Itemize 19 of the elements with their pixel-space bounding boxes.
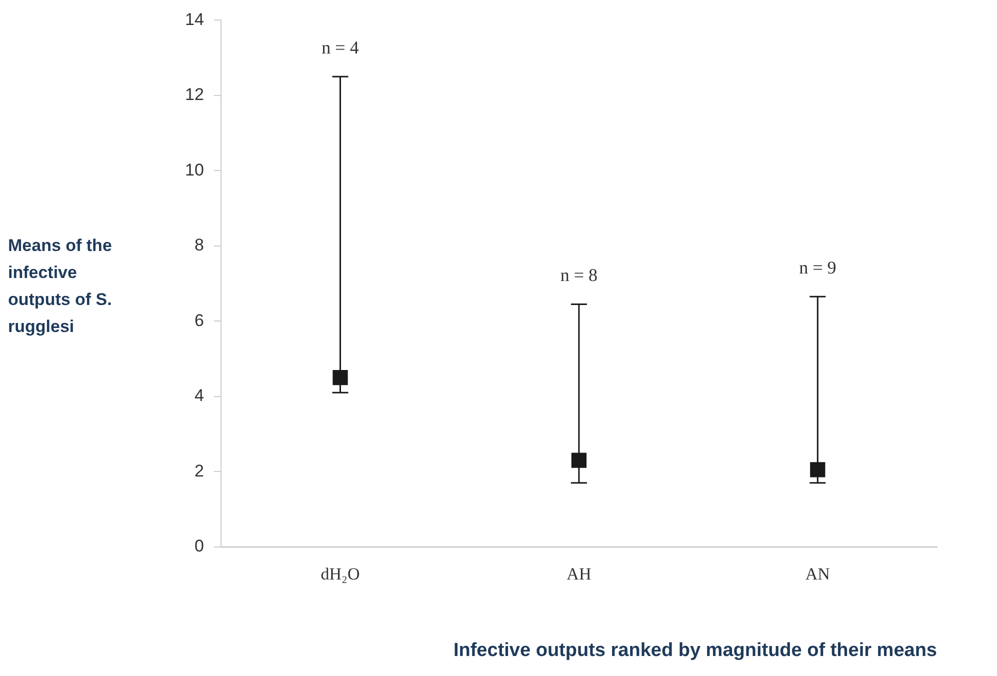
- x-axis-title: Infective outputs ranked by magnitude of their means: [453, 640, 937, 661]
- y-tick-label: 12: [184, 85, 204, 104]
- x-tick-label: AN: [805, 564, 830, 584]
- y-tick-label: 14: [184, 10, 204, 29]
- y-tick-label: 2: [194, 461, 204, 480]
- y-tick-label: 10: [184, 160, 204, 180]
- annotation: n = 9: [799, 257, 836, 278]
- annotation: n = 8: [560, 264, 598, 285]
- x-tick-label: AH: [566, 564, 592, 584]
- point: [571, 452, 587, 468]
- point: [810, 462, 826, 478]
- y-axis-title: Means of the infective outputs of S. rugglesi: [8, 235, 113, 338]
- annotation: n = 4: [322, 37, 359, 58]
- y-tick-label: 6: [194, 310, 204, 330]
- point: [332, 370, 348, 386]
- x-tick-label: dH₂O: [320, 564, 360, 584]
- y-tick-label: 4: [194, 386, 204, 406]
- y-tick-label: 0: [194, 536, 204, 556]
- y-tick-label: 8: [194, 236, 204, 255]
